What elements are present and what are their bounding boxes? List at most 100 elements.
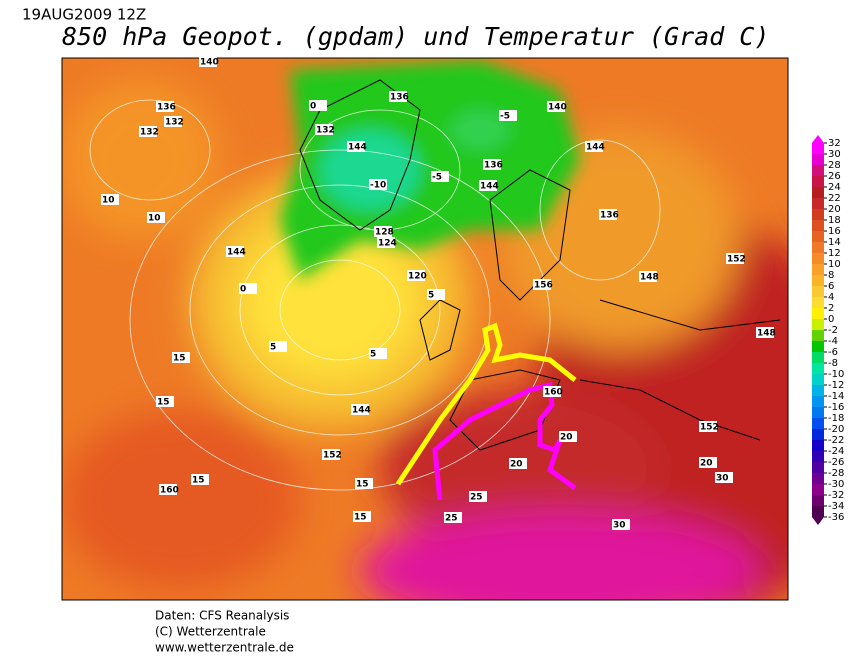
- map-label-box: [715, 472, 733, 483]
- colorbar-label: 10: [828, 259, 841, 270]
- map-label: 128: [375, 228, 394, 238]
- map-label: -5: [500, 112, 510, 122]
- map-label: 160: [160, 486, 179, 496]
- map-label-box: [427, 289, 445, 300]
- colorbar-label: -4: [828, 336, 838, 347]
- colorbar-swatch: [812, 495, 824, 506]
- colorbar-swatch: [812, 165, 824, 176]
- colorbar-swatch: [812, 418, 824, 429]
- colorbar-swatch: [812, 484, 824, 495]
- map-label: 0: [240, 285, 246, 295]
- map-label: 0: [310, 102, 316, 112]
- map-label: -5: [432, 173, 442, 183]
- colorbar-swatch: [812, 242, 824, 253]
- map-label: 144: [227, 248, 246, 258]
- map-label: 132: [140, 128, 159, 138]
- map-field: [62, 58, 788, 600]
- map-label: 152: [727, 255, 746, 265]
- map-label: 5: [370, 350, 376, 360]
- map-label: 144: [586, 143, 605, 153]
- colorbar-label: 14: [828, 237, 841, 248]
- colorbar-label: 2: [828, 303, 834, 314]
- map-label-box: [509, 458, 527, 469]
- map-label-box: [309, 100, 327, 111]
- colorbar-label: -22: [828, 435, 844, 446]
- colorbar-swatch: [812, 374, 824, 385]
- map-label-box: [351, 404, 369, 415]
- map-label-box: [479, 180, 497, 191]
- map-label-box: [156, 101, 174, 112]
- colorbar-label: -18: [828, 413, 844, 424]
- map-label-box: [199, 56, 217, 67]
- map-label: 20: [700, 459, 713, 469]
- map-label-box: [353, 511, 371, 522]
- map-label-box: [322, 449, 340, 460]
- footer-source: Daten: CFS Reanalysis: [155, 609, 289, 623]
- map-label-box: [164, 116, 182, 127]
- colorbar-label: 20: [828, 204, 841, 215]
- colorbar-label: 0: [828, 314, 834, 325]
- map-label-box: [469, 491, 487, 502]
- colorbar-swatch: [812, 385, 824, 396]
- colorbar-swatch: [812, 198, 824, 209]
- map-label-box: [726, 253, 744, 264]
- map-label-box: [444, 512, 462, 523]
- map-label: -10: [370, 181, 386, 191]
- colorbar-swatch: [812, 429, 824, 440]
- map-label: 15: [157, 398, 170, 408]
- map-label-box: [226, 246, 244, 257]
- map-label-box: [559, 431, 577, 442]
- colorbar-swatch: [812, 143, 824, 154]
- colorbar-swatch: [812, 462, 824, 473]
- map-label: 15: [354, 513, 367, 523]
- map-label: 156: [534, 281, 553, 291]
- footer-url: www.wetterzentrale.de: [155, 641, 294, 655]
- colorbar-swatch: [812, 253, 824, 264]
- colorbar-swatch: [812, 264, 824, 275]
- colorbar-swatch: [812, 231, 824, 242]
- map-label-box: [533, 279, 551, 290]
- map-label: 144: [348, 143, 367, 153]
- map-label: 5: [428, 291, 434, 301]
- map-label-box: [139, 126, 157, 137]
- map-label: 30: [613, 521, 626, 531]
- colorbar-swatch: [812, 506, 824, 517]
- map-label-box: [547, 101, 565, 112]
- map-label-box: [315, 124, 333, 135]
- colorbar-label: -24: [828, 446, 844, 457]
- colorbar-label: -6: [828, 347, 838, 358]
- map-label-box: [369, 348, 387, 359]
- map-label: 15: [192, 476, 205, 486]
- map-label: 15: [173, 354, 186, 364]
- map-label-box: [543, 386, 561, 397]
- map-label-box: [239, 283, 257, 294]
- colorbar-swatch: [812, 352, 824, 363]
- colorbar-swatch: [812, 363, 824, 374]
- colorbar-swatch: [812, 473, 824, 484]
- colorbar-label: -12: [828, 380, 844, 391]
- colorbar-label: 4: [828, 292, 834, 303]
- colorbar-label: 6: [828, 281, 834, 292]
- colorbar-label: -2: [828, 325, 838, 336]
- colorbar-label: -28: [828, 468, 844, 479]
- colorbar-label: 18: [828, 215, 841, 226]
- map-label-box: [101, 194, 119, 205]
- colorbar-swatch: [812, 154, 824, 165]
- colorbar-label: -16: [828, 402, 844, 413]
- map-label: 5: [270, 343, 276, 353]
- map-label: 148: [757, 329, 776, 339]
- colorbar-label: 26: [828, 171, 841, 182]
- map-label-box: [147, 212, 165, 223]
- colorbar-label: -32: [828, 490, 844, 501]
- colorbar-swatch: [812, 407, 824, 418]
- colorbar-label: -20: [828, 424, 844, 435]
- map-label: 160: [544, 388, 563, 398]
- colorbar-swatch: [812, 220, 824, 231]
- map-label: 132: [316, 126, 335, 136]
- colorbar-label: -30: [828, 479, 844, 490]
- map-label-box: [483, 159, 501, 170]
- date: 19AUG2009 12Z: [22, 6, 146, 24]
- colorbar-swatch: [812, 341, 824, 352]
- map-label-box: [499, 110, 517, 121]
